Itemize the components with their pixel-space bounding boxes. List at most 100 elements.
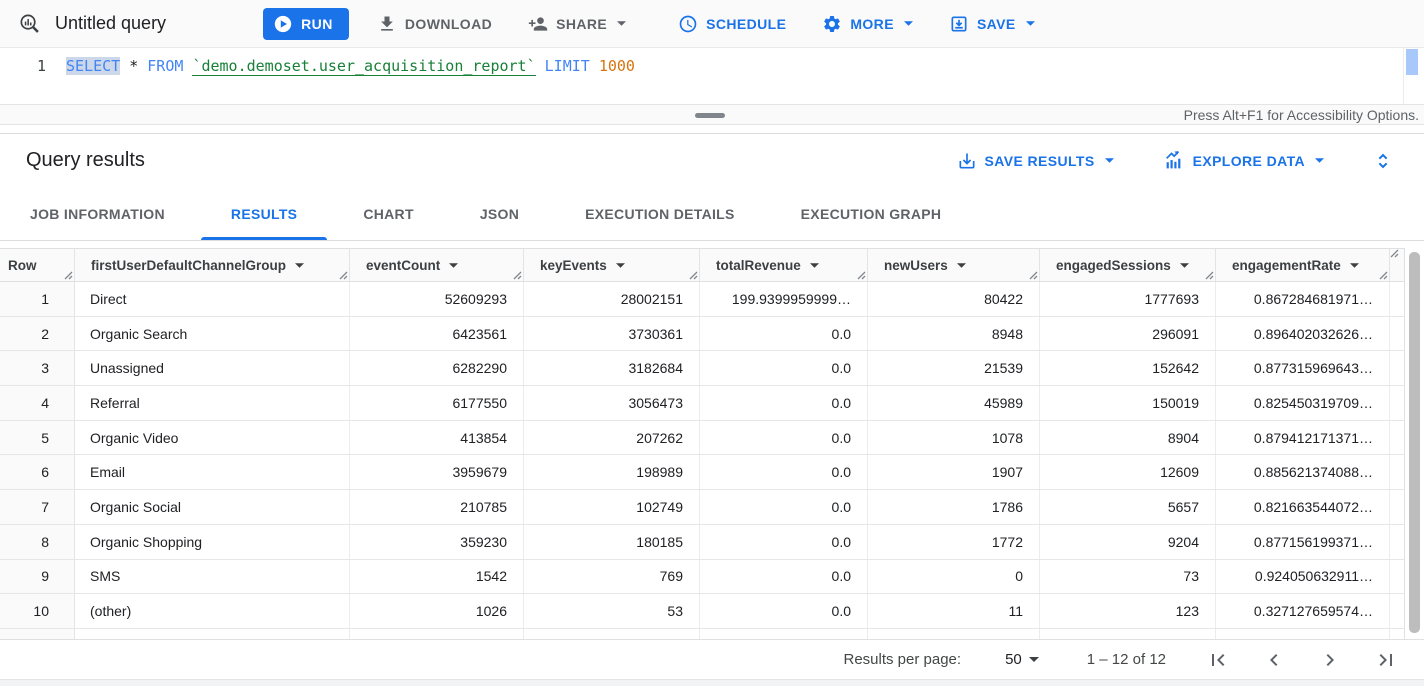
schedule-button[interactable]: SCHEDULE	[674, 8, 790, 40]
share-button[interactable]: SHARE	[524, 8, 630, 40]
column-header-eventcount[interactable]: eventCount	[350, 249, 524, 281]
unfold-results-icon[interactable]	[1370, 148, 1396, 174]
sort-arrow-icon[interactable]	[809, 262, 819, 268]
column-header-totalrevenue[interactable]: totalRevenue	[700, 249, 868, 281]
column-resize-handle[interactable]	[64, 271, 73, 280]
column-header-keyevents[interactable]: keyEvents	[524, 249, 700, 281]
table-row: 7 Organic Social 210785 102749 0.0 1786 5657 0.…	[0, 490, 1424, 525]
row-filler-cell	[1390, 559, 1405, 594]
cell-firstuserdefaultchannelgroup: Organic Search	[75, 316, 350, 351]
cell-eventcount: 6282290	[350, 351, 524, 386]
first-page-button[interactable]	[1206, 648, 1230, 672]
more-button[interactable]: MORE	[818, 8, 917, 40]
tab-results[interactable]: RESULTS	[200, 187, 328, 240]
row-filler-cell	[1390, 628, 1405, 639]
sort-arrow-icon[interactable]	[1179, 262, 1189, 268]
tab-job-information[interactable]: JOB INFORMATION	[30, 205, 165, 222]
cell-eventcount: 6423561	[350, 316, 524, 351]
column-header-engagementrate[interactable]: engagementRate	[1216, 249, 1390, 281]
column-resize-handle[interactable]	[1029, 271, 1038, 280]
cell-firstuserdefaultchannelgroup: Organic Social	[75, 490, 350, 524]
column-resize-handle[interactable]	[689, 271, 698, 280]
column-label: newUsers	[884, 257, 948, 273]
cell-keyevents: 53	[524, 594, 700, 628]
tab-json[interactable]: JSON	[479, 205, 520, 222]
row-filler-cell	[1390, 386, 1405, 420]
table-scrollbar[interactable]	[1405, 248, 1424, 639]
column-header-row[interactable]: Row	[0, 249, 75, 281]
cell-keyevents: 207262	[524, 420, 700, 455]
editor-scrollbar-thumb[interactable]	[1406, 49, 1418, 75]
cell-eventcount: 227	[350, 628, 524, 639]
page-range-label: 1 – 12 of 12	[1086, 651, 1166, 668]
sql-token-keyword: LIMIT	[544, 57, 590, 75]
editor-scrollbar[interactable]	[1403, 48, 1418, 104]
cell-firstuserdefaultchannelgroup: Email	[75, 455, 350, 490]
column-resize-handle[interactable]	[1379, 271, 1388, 280]
column-resize-handle[interactable]	[513, 271, 522, 280]
row-number-cell: 4	[0, 386, 75, 420]
sql-editor[interactable]: 1 SELECT * FROM `demo.demoset.user_acqui…	[0, 48, 1424, 104]
row-filler-cell	[1390, 282, 1405, 316]
row-number-cell: 5	[0, 420, 75, 455]
next-page-button[interactable]	[1318, 648, 1342, 672]
save-results-label: SAVE RESULTS	[984, 152, 1095, 169]
cell-engagedsessions: 1777693	[1040, 282, 1216, 316]
cell-newusers: 1907	[868, 455, 1040, 490]
tab-execution-details[interactable]: EXECUTION DETAILS	[585, 205, 735, 222]
cell-totalrevenue: 0.0	[700, 455, 868, 490]
explore-data-button[interactable]: EXPLORE DATA	[1160, 144, 1328, 177]
cell-newusers: 11	[868, 594, 1040, 628]
table-scrollbar-thumb[interactable]	[1409, 252, 1420, 633]
column-resize-handle[interactable]	[1205, 271, 1214, 280]
cell-engagementrate: 0.327127659574…	[1216, 594, 1390, 628]
sort-arrow-icon[interactable]	[956, 262, 966, 268]
cell-engagementrate: 0.879412171371…	[1216, 420, 1390, 455]
results-header: Query results SAVE RESULTS	[0, 134, 1424, 187]
save-results-button[interactable]: SAVE RESULTS	[953, 145, 1118, 177]
save-label: SAVE	[976, 15, 1016, 32]
last-page-button[interactable]	[1374, 648, 1398, 672]
column-resize-handle[interactable]	[857, 271, 866, 280]
cell-engagementrate: 0.825450319709…	[1216, 386, 1390, 420]
column-label: engagedSessions	[1056, 257, 1171, 273]
schedule-label: SCHEDULE	[706, 15, 787, 32]
sort-arrow-icon[interactable]	[1349, 262, 1359, 268]
cell-firstuserdefaultchannelgroup: (other)	[75, 594, 350, 628]
gear-icon	[822, 14, 842, 34]
download-button[interactable]: DOWNLOAD	[373, 8, 496, 40]
cell-eventcount: 1542	[350, 559, 524, 594]
column-header-engagedsessions[interactable]: engagedSessions	[1040, 249, 1216, 281]
person-add-icon	[528, 14, 548, 34]
header-filler-cell	[1390, 249, 1405, 281]
sort-arrow-icon[interactable]	[615, 262, 625, 268]
cell-totalrevenue: 0.0	[700, 628, 868, 639]
cell-totalrevenue: 0.0	[700, 351, 868, 386]
row-filler-cell	[1390, 490, 1405, 524]
share-label: SHARE	[556, 15, 608, 32]
tab-chart[interactable]: CHART	[363, 205, 414, 222]
tab-execution-graph[interactable]: EXECUTION GRAPH	[800, 205, 942, 222]
sort-arrow-icon[interactable]	[449, 262, 459, 268]
splitter-drag-handle[interactable]	[695, 113, 725, 118]
sort-arrow-icon[interactable]	[295, 262, 305, 268]
sql-line[interactable]: SELECT * FROM `demo.demoset.user_acquisi…	[66, 57, 635, 76]
save-button[interactable]: SAVE	[945, 8, 1039, 40]
results-title: Query results	[26, 149, 145, 171]
column-resize-handle[interactable]	[1390, 249, 1404, 258]
sql-token-number: 1000	[598, 57, 635, 75]
column-header-firstuserdefaultchannelgroup[interactable]: firstUserDefaultChannelGroup	[75, 249, 350, 281]
cell-engagementrate: 0.924050632911…	[1216, 559, 1390, 594]
run-button[interactable]: RUN	[263, 7, 349, 40]
cell-newusers: 8948	[868, 316, 1040, 351]
column-label: Row	[8, 257, 37, 273]
column-resize-handle[interactable]	[339, 271, 348, 280]
chevron-down-icon	[1025, 21, 1035, 26]
cell-newusers: 1078	[868, 420, 1040, 455]
results-per-page-select[interactable]: 50	[1005, 651, 1039, 668]
previous-page-button[interactable]	[1262, 648, 1286, 672]
column-header-newusers[interactable]: newUsers	[868, 249, 1040, 281]
cell-newusers: 4	[868, 628, 1040, 639]
cell-totalrevenue: 199.9399959999…	[700, 282, 868, 316]
table-row: 6 Email 3959679 198989 0.0 1907 12609 0.8856213…	[0, 455, 1424, 491]
